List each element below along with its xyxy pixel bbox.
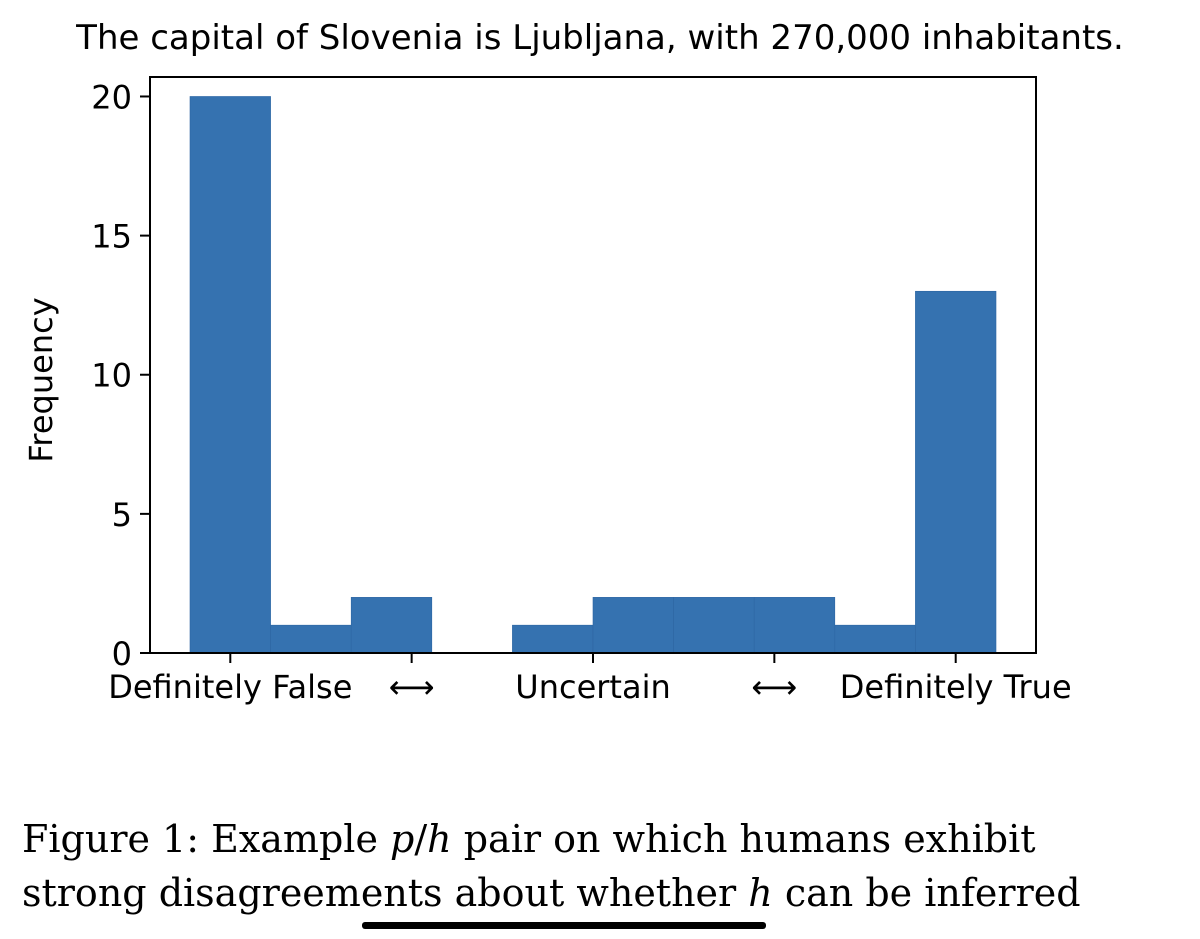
y-tick-label: 5 [112,496,132,534]
histogram-bar [512,624,594,654]
caption-text: strong disagreements about whether [22,871,749,915]
caption-text: pair on which humans exhibit [451,817,1036,861]
y-tick-label: 20 [91,78,132,116]
highlight-underline [362,922,766,929]
histogram-bar [592,597,674,654]
caption-text: Figure 1: Example [22,817,391,861]
caption-math-p: p [390,817,415,861]
caption-math-h: h [427,817,452,861]
caption-line-2: strong disagreements about whether h can… [22,866,1182,920]
caption-line-1: Figure 1: Example p/h pair on which huma… [22,812,1182,866]
caption-text: can be inferred [772,871,1081,915]
histogram-bar [270,624,352,654]
histogram-bar [915,290,997,654]
chart-title: The capital of Slovenia is Ljubljana, wi… [76,18,1124,58]
histogram-bar [834,624,916,654]
histogram-bar [189,96,271,654]
bars-layer [189,96,997,654]
y-tick-label: 15 [91,218,132,256]
y-axis: 0 5 10 15 20 [91,78,150,673]
histogram-bar [753,597,836,654]
figure-caption: Figure 1: Example p/h pair on which huma… [22,812,1182,920]
caption-slash: / [414,817,428,861]
x-tick-label: ⟷ [751,668,797,706]
x-tick-label: ⟷ [389,668,435,706]
histogram-bar [673,597,755,654]
y-axis-label: Frequency [22,297,60,462]
x-tick-label: Definitely False [108,668,352,706]
plot-frame [149,76,1037,654]
y-tick-label: 0 [112,635,132,673]
y-tick-label: 10 [91,357,132,395]
histogram-bar [350,597,433,654]
x-tick-label: Definitely True [840,668,1072,706]
x-axis: Definitely False ⟷ Uncertain ⟷ Definitely Tr… [108,653,1072,706]
caption-math-h: h [748,871,773,915]
x-tick-label: Uncertain [515,668,670,706]
